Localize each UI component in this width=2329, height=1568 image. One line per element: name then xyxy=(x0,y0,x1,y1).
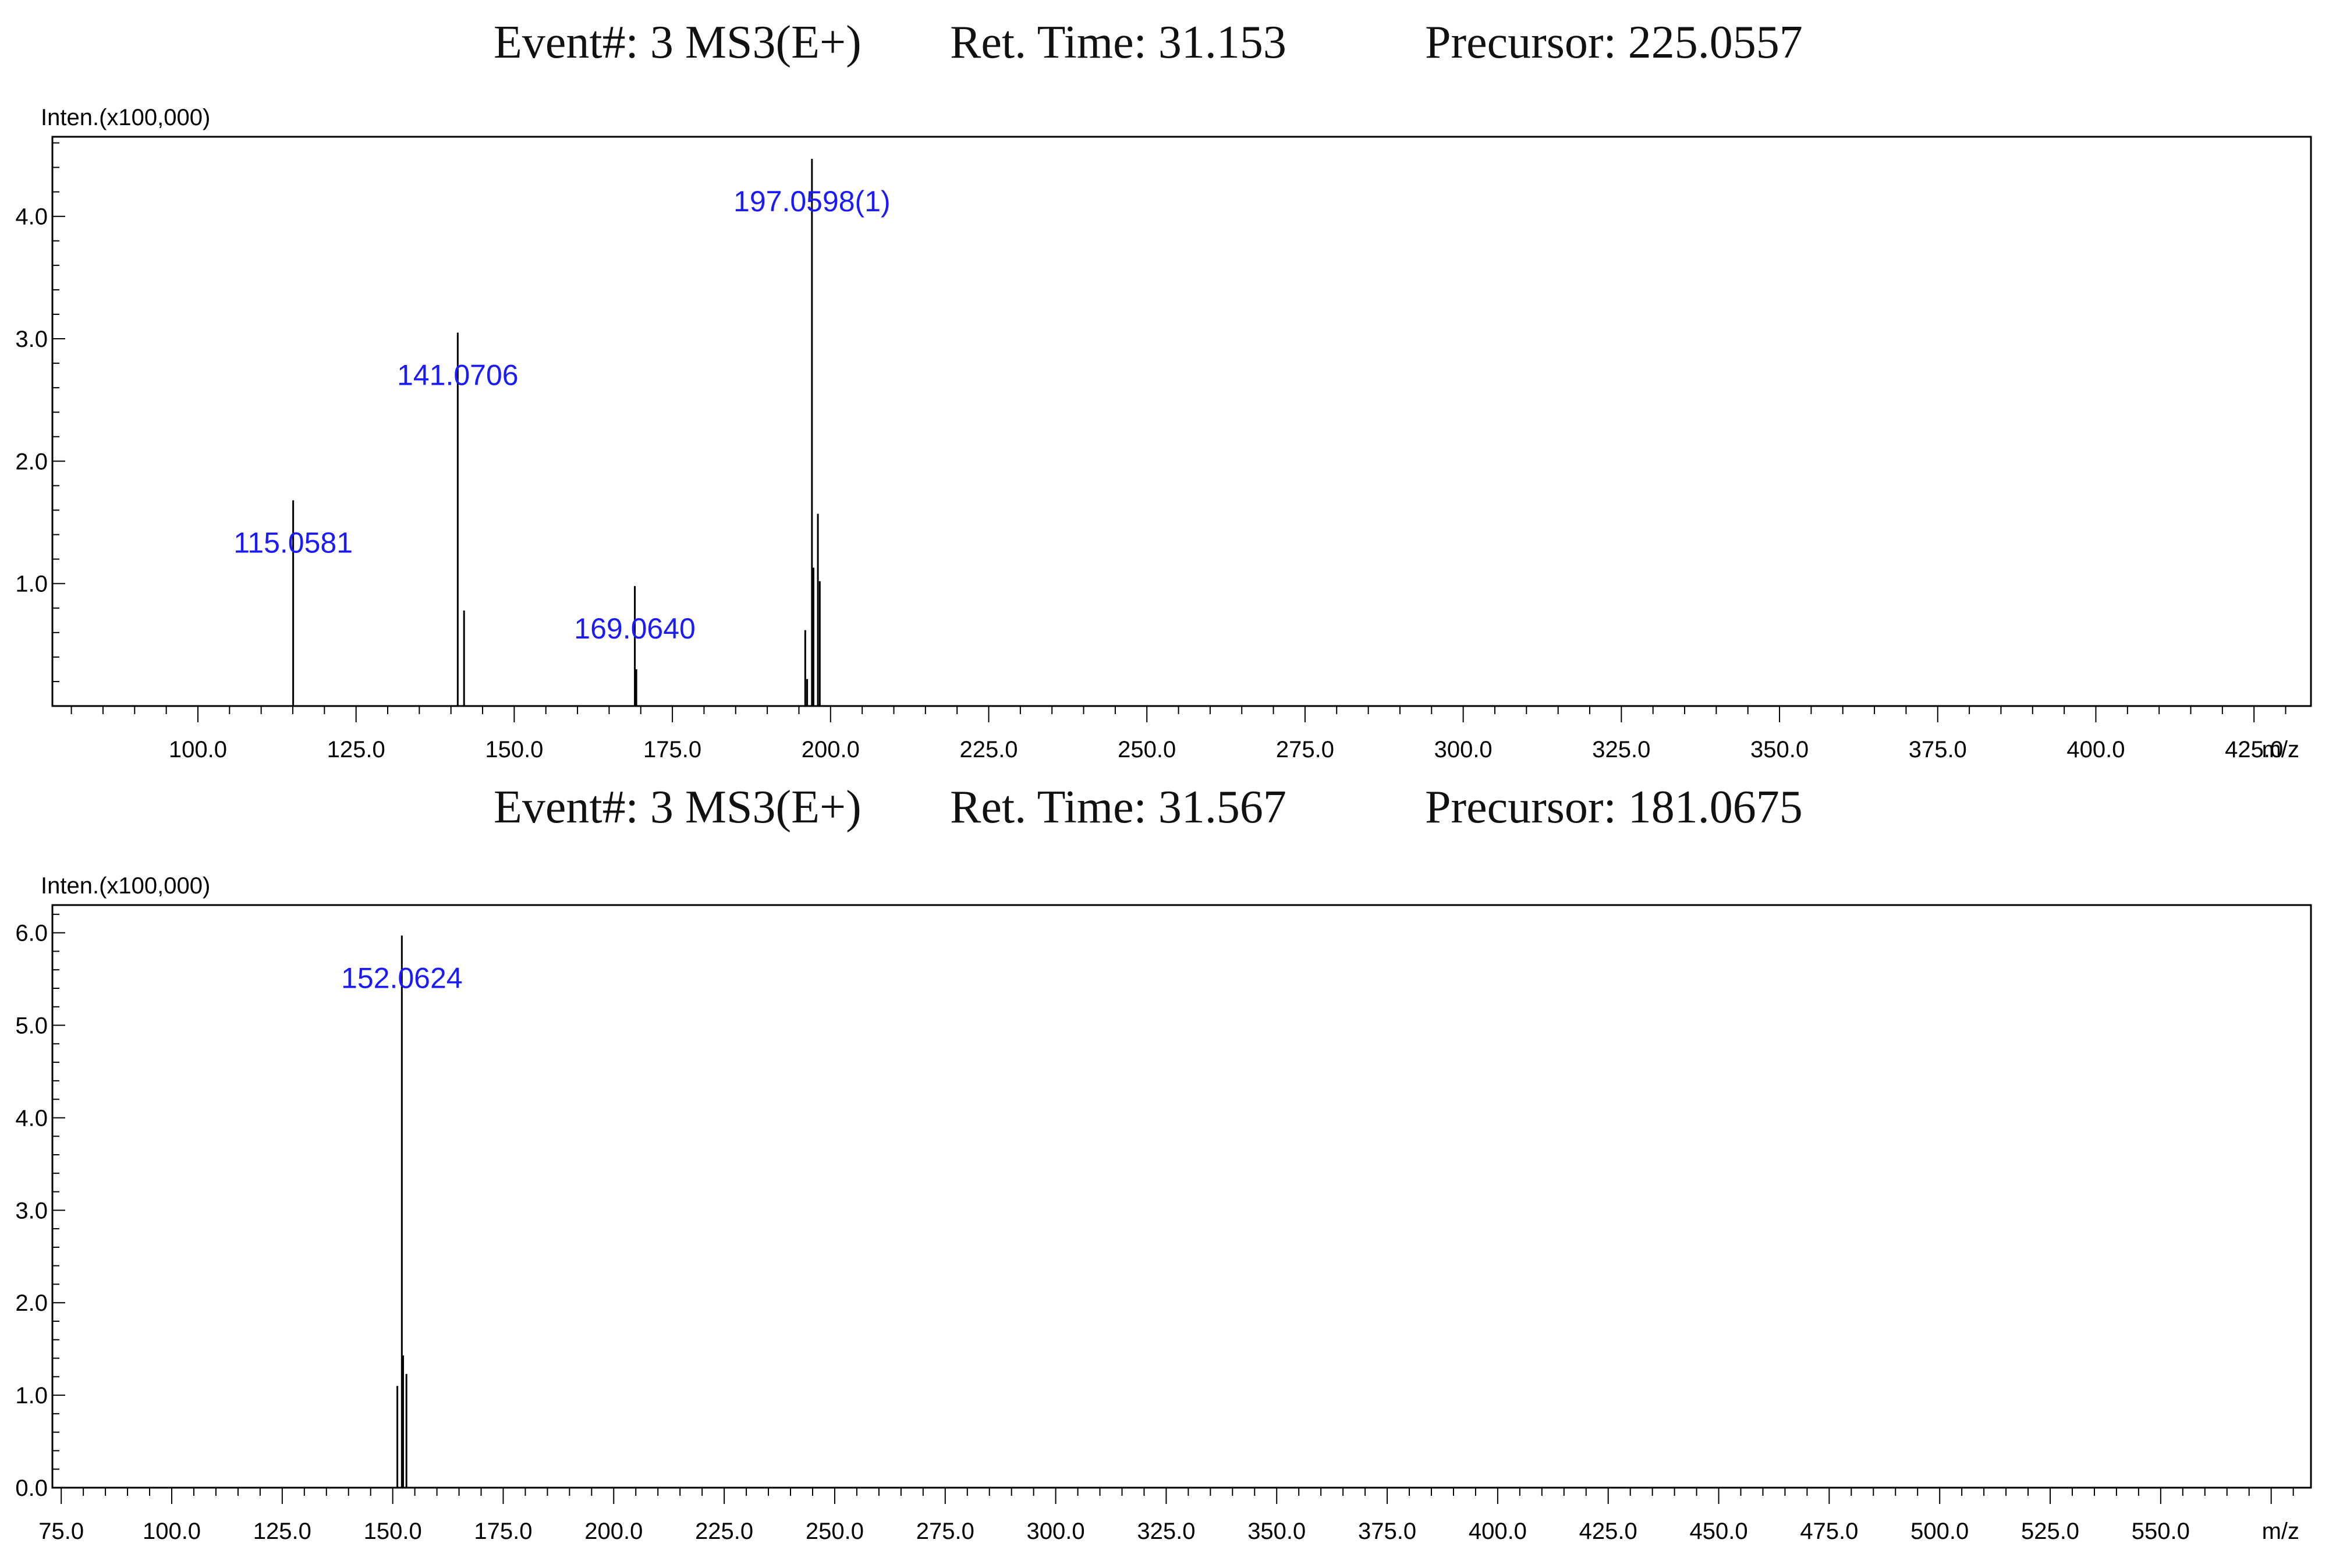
x-tick-label: 375.0 xyxy=(1358,1519,1416,1544)
x-tick-label: 500.0 xyxy=(1910,1519,1969,1544)
panel-2-header: Event#: 3 MS3(E+) Ret. Time: 31.567 Prec… xyxy=(0,781,2329,839)
x-tick-label: 200.0 xyxy=(802,737,860,762)
x-tick-label: 200.0 xyxy=(584,1519,643,1544)
peak-label: 169.0640 xyxy=(574,612,696,645)
panel-1-event: Event#: 3 MS3(E+) xyxy=(494,17,862,68)
peak-label: 141.0706 xyxy=(397,359,519,392)
x-tick-label: 300.0 xyxy=(1434,737,1493,762)
panel-2-precursor: Precursor: 181.0675 xyxy=(1425,782,1803,833)
x-tick-label: 125.0 xyxy=(253,1519,311,1544)
x-tick-label: 175.0 xyxy=(474,1519,532,1544)
y-tick-label: 4.0 xyxy=(15,1105,48,1131)
x-tick-label: 100.0 xyxy=(169,737,227,762)
x-tick-label: 425.0 xyxy=(1579,1519,1637,1544)
plot-frame xyxy=(51,904,2312,1489)
x-tick-label: 375.0 xyxy=(1909,737,1967,762)
x-tick-label: 100.0 xyxy=(143,1519,201,1544)
peak-label: 197.0598(1) xyxy=(733,185,891,218)
y-tick-label: 2.0 xyxy=(15,449,48,474)
x-tick-label: 125.0 xyxy=(327,737,385,762)
x-tick-label: 275.0 xyxy=(916,1519,974,1544)
x-tick-label: 525.0 xyxy=(2021,1519,2079,1544)
x-tick-label: 75.0 xyxy=(38,1519,84,1544)
x-tick-label: 550.0 xyxy=(2132,1519,2190,1544)
x-tick-label: 225.0 xyxy=(695,1519,753,1544)
x-tick-label: 175.0 xyxy=(643,737,701,762)
x-tick-label: 300.0 xyxy=(1027,1519,1085,1544)
panel-1-ret-time: Ret. Time: 31.153 xyxy=(950,17,1286,68)
y-axis-label: Inten.(x100,000) xyxy=(41,873,210,899)
x-tick-label: 150.0 xyxy=(485,737,543,762)
peak-label: 152.0624 xyxy=(341,962,463,994)
x-axis-label: m/z xyxy=(2262,1519,2299,1544)
x-tick-label: 275.0 xyxy=(1276,737,1334,762)
panel-2-ret-time: Ret. Time: 31.567 xyxy=(950,782,1286,833)
panel-2-event: Event#: 3 MS3(E+) xyxy=(494,782,862,833)
x-tick-label: 150.0 xyxy=(364,1519,422,1544)
x-axis-label: m/z xyxy=(2262,737,2299,762)
x-tick-label: 225.0 xyxy=(959,737,1018,762)
y-tick-label: 5.0 xyxy=(15,1013,48,1039)
panel-1-precursor: Precursor: 225.0557 xyxy=(1425,17,1803,68)
y-tick-label: 2.0 xyxy=(15,1290,48,1316)
y-tick-label: 3.0 xyxy=(15,327,48,352)
y-tick-label: 1.0 xyxy=(15,1383,48,1409)
x-tick-label: 250.0 xyxy=(806,1519,864,1544)
x-tick-label: 475.0 xyxy=(1800,1519,1858,1544)
y-tick-label: 3.0 xyxy=(15,1198,48,1223)
y-tick-label: 0.0 xyxy=(15,1475,48,1501)
x-tick-label: 325.0 xyxy=(1137,1519,1195,1544)
x-tick-label: 350.0 xyxy=(1750,737,1809,762)
x-tick-label: 450.0 xyxy=(1689,1519,1747,1544)
x-tick-label: 425.0 xyxy=(2225,737,2283,762)
x-tick-label: 250.0 xyxy=(1118,737,1176,762)
x-tick-label: 400.0 xyxy=(1469,1519,1527,1544)
x-tick-label: 400.0 xyxy=(2066,737,2125,762)
x-tick-label: 325.0 xyxy=(1592,737,1650,762)
spectrum-panel-2: Inten.(x100,000) 0.0 1.0 2.0 3.0 4.0 5.0 6.0 75.… xyxy=(15,873,2312,1544)
y-tick-label: 6.0 xyxy=(15,921,48,946)
peak-label: 115.0581 xyxy=(233,527,353,559)
y-tick-label: 1.0 xyxy=(15,572,48,597)
spectrum-panel-1: Inten.(x100,000) 1.0 2.0 3.0 4.0 100.0 125.0 15… xyxy=(15,105,2312,762)
plot-frame xyxy=(51,136,2312,707)
panel-1-header: Event#: 3 MS3(E+) Ret. Time: 31.153 Prec… xyxy=(0,16,2329,75)
y-tick-label: 4.0 xyxy=(15,204,48,230)
y-axis-label: Inten.(x100,000) xyxy=(41,105,210,130)
x-tick-label: 350.0 xyxy=(1247,1519,1306,1544)
